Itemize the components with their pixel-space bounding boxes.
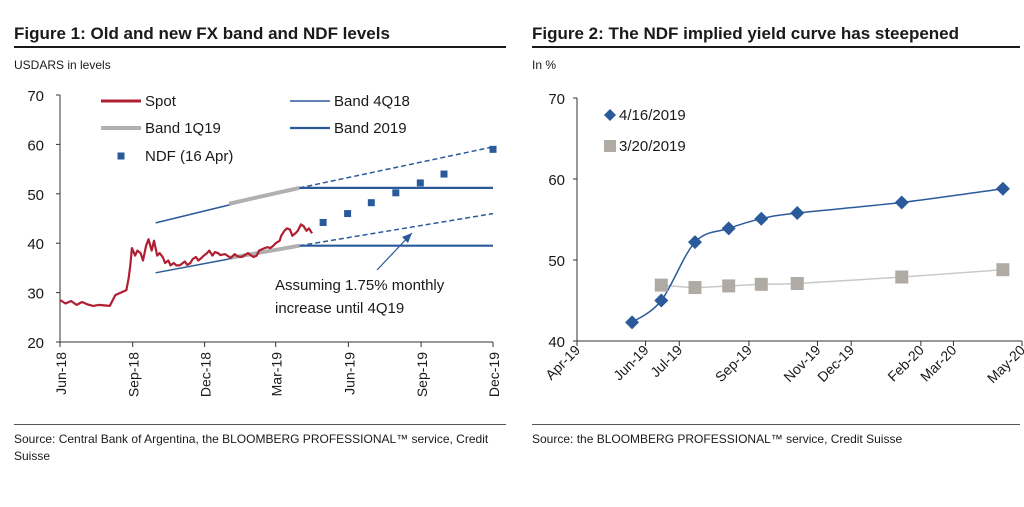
y-tick-label: 40 xyxy=(27,236,44,253)
series-3-20-2019-point xyxy=(754,277,768,291)
x-tick-label: Jul-19 xyxy=(647,342,685,380)
figure2-title: Figure 2: The NDF implied yield curve ha… xyxy=(532,24,960,43)
series-4-16-2019-point xyxy=(625,315,640,330)
figure2-panel: Figure 2: The NDF implied yield curve ha… xyxy=(530,0,1024,507)
x-tick-label: May-20 xyxy=(984,342,1024,386)
band-extension-upper-dashed-line xyxy=(299,146,494,189)
x-tick-label: Sep-18 xyxy=(126,352,142,397)
ndf-point xyxy=(440,170,448,178)
y-tick-label: 60 xyxy=(27,137,44,154)
legend-3-20-2019-label: 3/20/2019 xyxy=(619,138,686,155)
ndf-point xyxy=(319,218,327,226)
series-4-16-2019-point xyxy=(721,221,736,236)
series-3-20-2019-fit-line xyxy=(661,268,1003,289)
legend-4-16-2019-label: 4/16/2019 xyxy=(619,107,686,124)
y-tick-label: 70 xyxy=(548,91,565,108)
y-tick-label: 30 xyxy=(27,286,44,303)
figure1-source-rule xyxy=(14,424,506,425)
series-4-16-2019-point xyxy=(754,211,769,226)
figure2-title-rule xyxy=(532,46,1020,48)
legend-band-4q18-label: Band 4Q18 xyxy=(334,93,410,110)
x-tick-label: Sep-19 xyxy=(712,342,755,385)
series-4-16-2019-fit-line xyxy=(631,187,1004,324)
legend-spot-label: Spot xyxy=(145,93,177,110)
x-tick-label: Dec-19 xyxy=(814,342,857,385)
y-tick-label: 70 xyxy=(27,88,44,105)
annotation-line-2: increase until 4Q19 xyxy=(275,300,404,317)
series-3-20-2019-point xyxy=(688,281,702,295)
ndf-point xyxy=(344,210,352,218)
x-tick-label: Jun-19 xyxy=(341,352,357,395)
x-tick-label: Jun-19 xyxy=(610,342,652,384)
figure1-title: Figure 1: Old and new FX band and NDF le… xyxy=(14,24,390,43)
figure1-title-rule xyxy=(14,46,506,48)
x-tick-label: Mar-20 xyxy=(917,342,960,385)
y-tick-label: 40 xyxy=(548,334,565,351)
band-extension-lower-dashed-line xyxy=(299,212,494,247)
spot-series-line xyxy=(59,223,314,307)
series-4-16-2019-point xyxy=(687,235,702,250)
legend-ndf-label: NDF (16 Apr) xyxy=(145,148,233,165)
x-tick-label: Dec-18 xyxy=(198,352,214,397)
ndf-point xyxy=(489,145,497,153)
annotation-line-1: Assuming 1.75% monthly xyxy=(275,277,445,294)
figure2-y-unit: In % xyxy=(532,58,557,72)
y-tick-label: 20 xyxy=(27,335,44,352)
legend-ndf-swatch xyxy=(117,152,125,160)
x-tick-label: Jun-18 xyxy=(53,352,69,395)
series-3-20-2019-point xyxy=(790,276,804,290)
series-4-16-2019-point xyxy=(654,293,669,308)
figure1-y-unit: USDARS in levels xyxy=(14,58,111,72)
x-tick-label: Nov-19 xyxy=(780,342,823,385)
ndf-point xyxy=(367,199,375,207)
series-3-20-2019-point xyxy=(895,270,909,284)
x-tick-label: Dec-19 xyxy=(486,352,502,397)
y-tick-label: 50 xyxy=(27,187,44,204)
ndf-point xyxy=(392,189,400,197)
legend-3-20-2019-swatch xyxy=(604,140,616,152)
series-3-20-2019-point xyxy=(996,263,1010,277)
series-4-16-2019-point xyxy=(894,195,909,210)
figure1-panel: Figure 1: Old and new FX band and NDF le… xyxy=(14,24,506,463)
legend-4-16-2019-swatch xyxy=(604,109,616,121)
series-3-20-2019-point xyxy=(654,278,668,292)
legend-band-2019-label: Band 2019 xyxy=(334,120,407,137)
legend-band-1q19-label: Band 1Q19 xyxy=(145,120,221,137)
series-3-20-2019-point xyxy=(722,279,736,293)
series-4-16-2019-point xyxy=(790,206,805,221)
series-4-16-2019-point xyxy=(995,181,1010,196)
figure2-source-rule xyxy=(532,424,1020,425)
y-tick-label: 60 xyxy=(548,172,565,189)
figure1-chart: 20 30 40 50 60 70 Jun-18 Sep-18 Dec-18 Mar-19 Jun-… xyxy=(27,88,502,397)
x-tick-label: Mar-19 xyxy=(269,352,285,397)
x-tick-label: Sep-19 xyxy=(414,352,430,397)
band-1q19-upper-line xyxy=(228,185,300,206)
figure2-source: Source: the BLOOMBERG PROFESSIONAL™ serv… xyxy=(532,432,903,446)
annotation-arrow-head xyxy=(402,233,412,243)
y-tick-label: 50 xyxy=(548,253,565,270)
figure1-source: Source: Central Bank of Argentina, the B… xyxy=(14,432,489,463)
ndf-point xyxy=(416,179,424,187)
